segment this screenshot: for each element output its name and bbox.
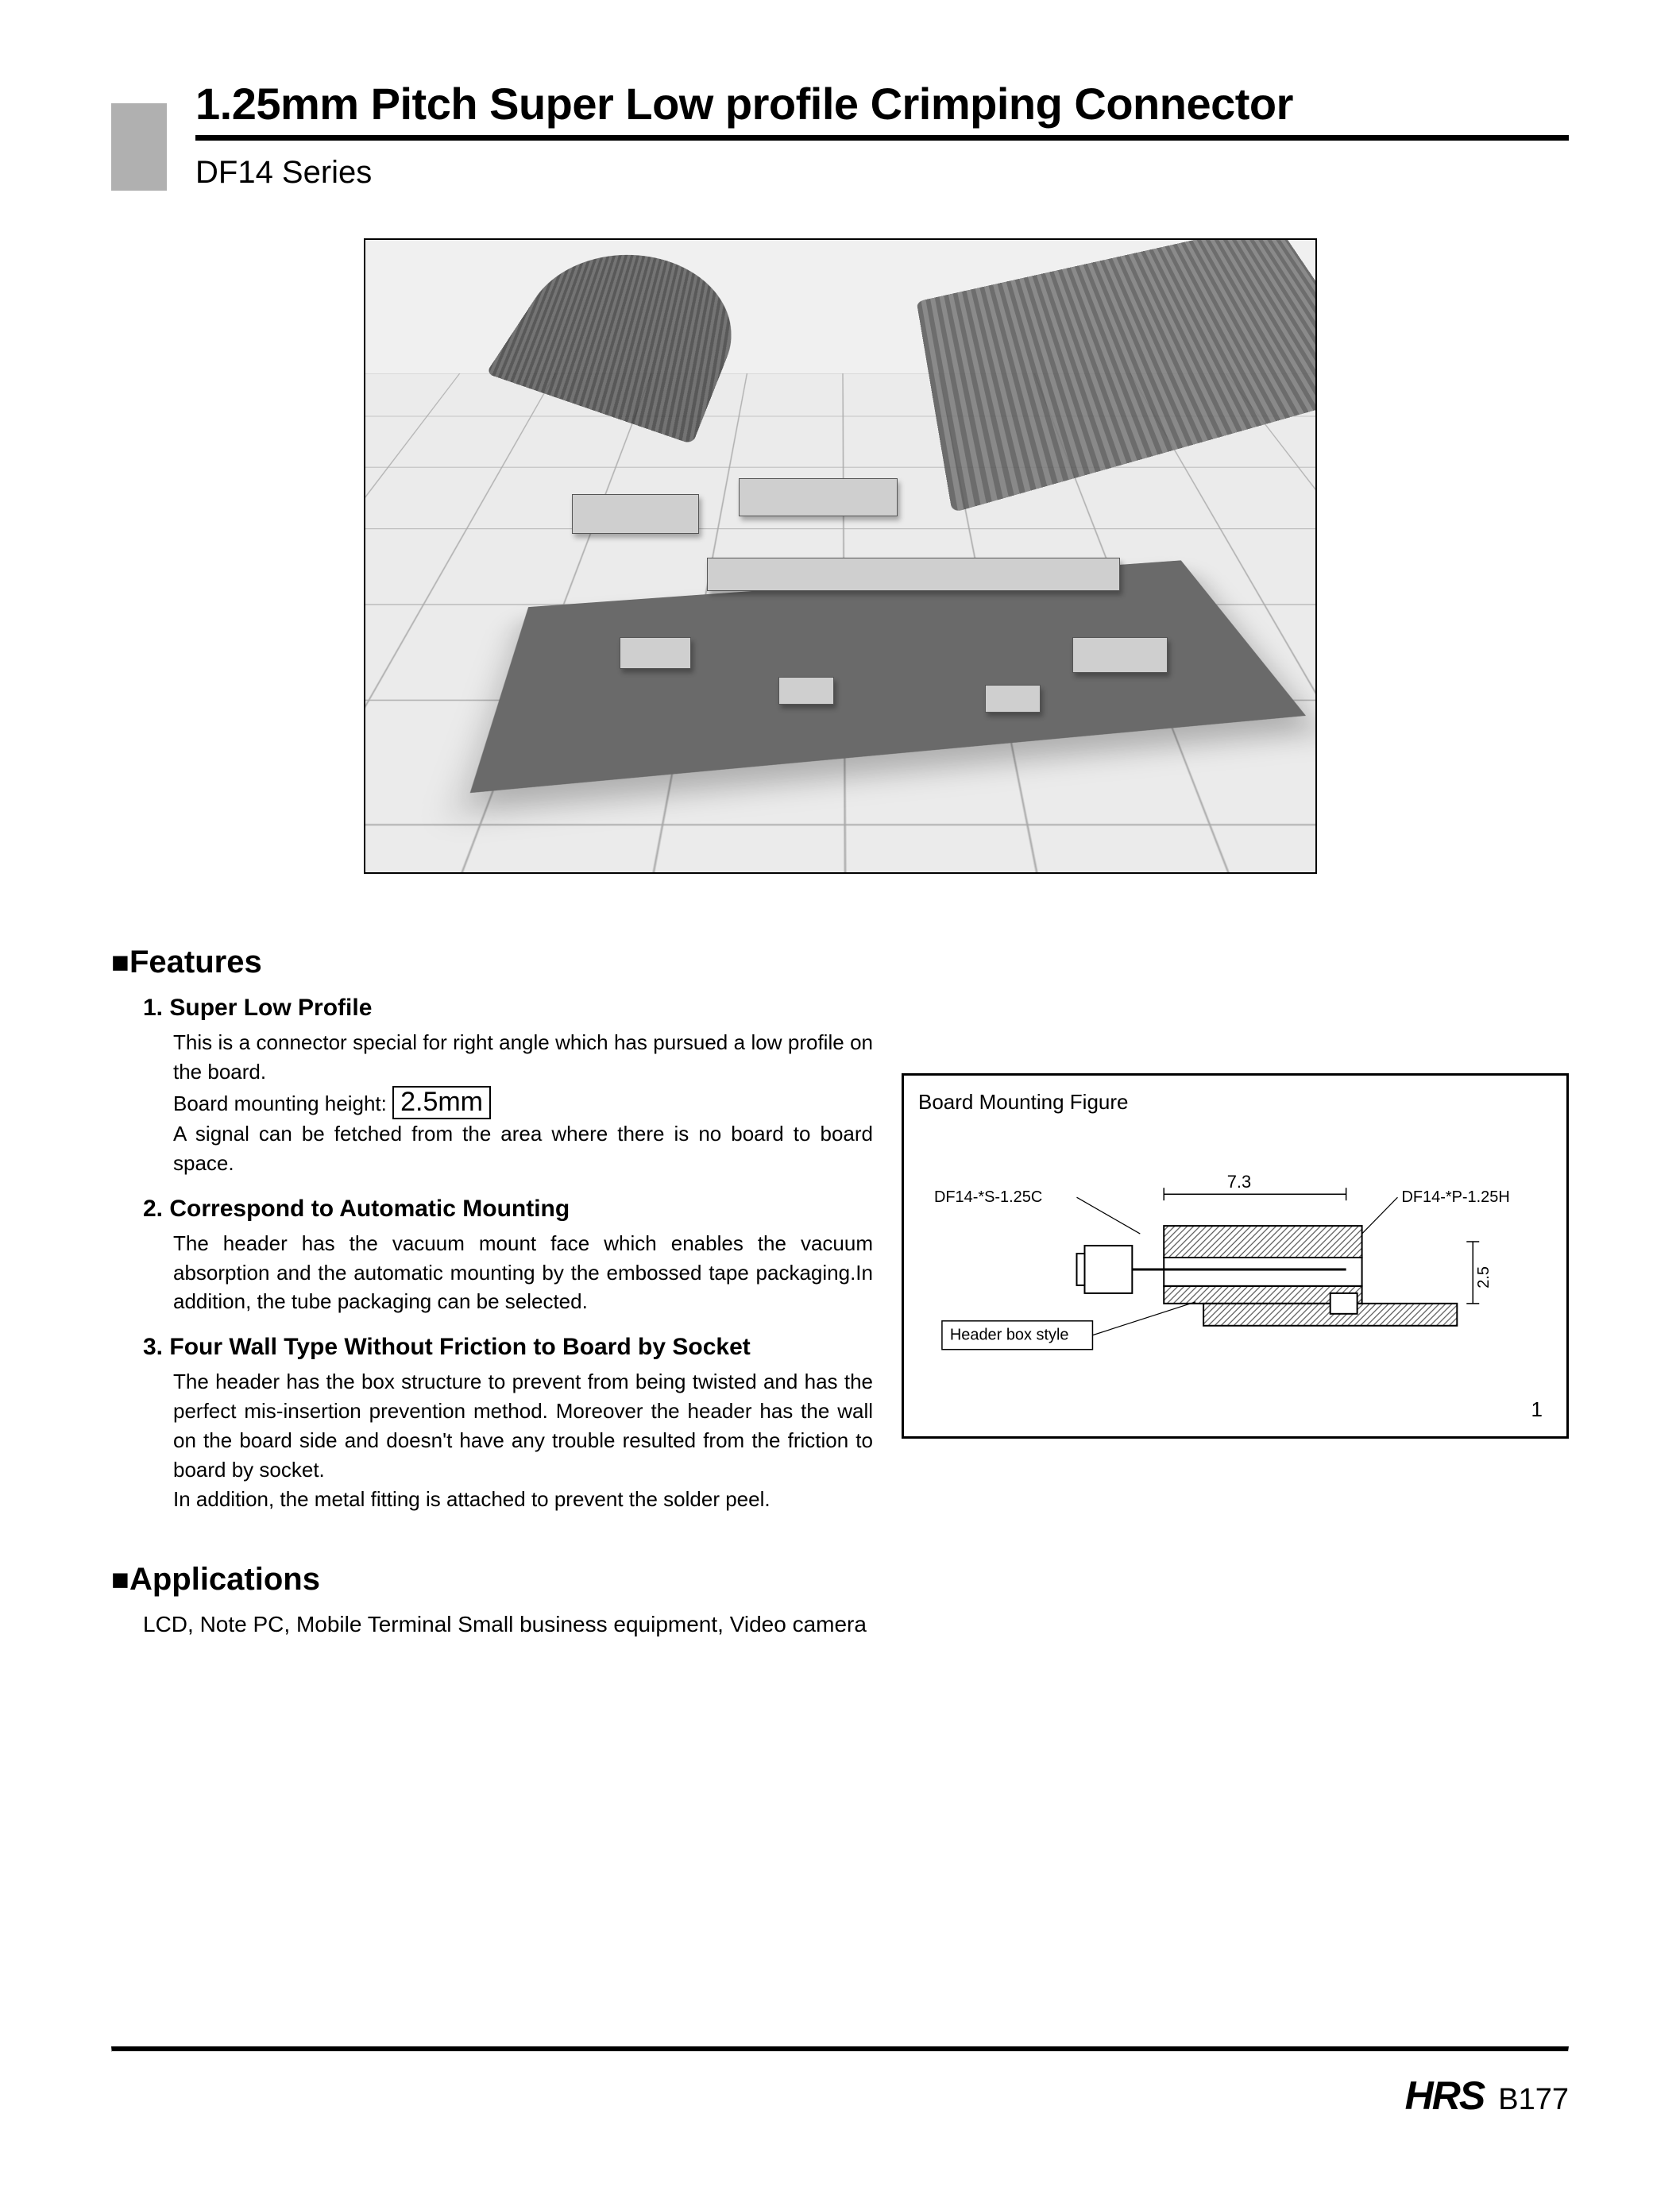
title-rule <box>195 135 1569 141</box>
feature-item-3: 3. Four Wall Type Without Friction to Bo… <box>143 1334 873 1514</box>
feature-item-1: 1. Super Low Profile This is a connector… <box>143 995 873 1178</box>
feature-1-body: This is a connector special for right an… <box>173 1028 873 1178</box>
page-footer: HRS B177 <box>1405 2073 1569 2119</box>
board-mounting-figure: Board Mounting Figure DF14-*S-1.25C DF14… <box>902 1073 1569 1439</box>
hrs-logo: HRS <box>1405 2073 1485 2119</box>
fig-right-label: DF14-*P-1.25H <box>1401 1188 1509 1206</box>
mount-height-box: 2.5mm <box>392 1086 491 1119</box>
board-figure-page: 1 <box>1531 1397 1543 1422</box>
footer-rule <box>111 2046 1569 2052</box>
feature-2-title: 2. Correspond to Automatic Mounting <box>143 1196 873 1223</box>
bullet-square-icon: ■ <box>111 1563 129 1597</box>
features-heading: ■Features <box>111 945 873 980</box>
hero-connector <box>707 558 1120 591</box>
page-number: B177 <box>1498 2083 1569 2117</box>
bullet-square-icon: ■ <box>111 946 129 980</box>
series-subtitle: DF14 Series <box>195 155 1569 191</box>
page-header: 1.25mm Pitch Super Low profile Crimping … <box>111 79 1569 191</box>
fig-left-label: DF14-*S-1.25C <box>934 1188 1042 1206</box>
board-figure-title: Board Mounting Figure <box>918 1090 1552 1115</box>
header-tab-accent <box>111 103 167 191</box>
hero-connector <box>1072 637 1168 673</box>
feature-item-2: 2. Correspond to Automatic Mounting The … <box>143 1196 873 1317</box>
hero-image <box>364 238 1317 874</box>
feature-3-body: The header has the box structure to prev… <box>173 1367 873 1514</box>
hero-connector <box>620 637 691 669</box>
feature-2-body: The header has the vacuum mount face whi… <box>173 1229 873 1317</box>
hero-image-wrap <box>111 238 1569 878</box>
hero-connector <box>985 685 1041 713</box>
applications-heading: ■Applications <box>111 1562 873 1598</box>
fig-dim-width: 7.3 <box>1227 1172 1252 1192</box>
hero-connector <box>778 677 834 705</box>
title-block: 1.25mm Pitch Super Low profile Crimping … <box>195 79 1569 191</box>
feature-1-title: 1. Super Low Profile <box>143 995 873 1022</box>
hero-connector <box>572 494 699 534</box>
main-title: 1.25mm Pitch Super Low profile Crimping … <box>195 79 1569 129</box>
board-figure-svg: DF14-*S-1.25C DF14-*P-1.25H 7.3 <box>918 1115 1552 1401</box>
feature-3-title: 3. Four Wall Type Without Friction to Bo… <box>143 1334 873 1361</box>
fig-callout: Header box style <box>950 1326 1069 1343</box>
hero-connector <box>739 478 898 516</box>
fig-dim-height: 2.5 <box>1475 1266 1493 1289</box>
applications-body: LCD, Note PC, Mobile Terminal Small busi… <box>143 1612 873 1637</box>
